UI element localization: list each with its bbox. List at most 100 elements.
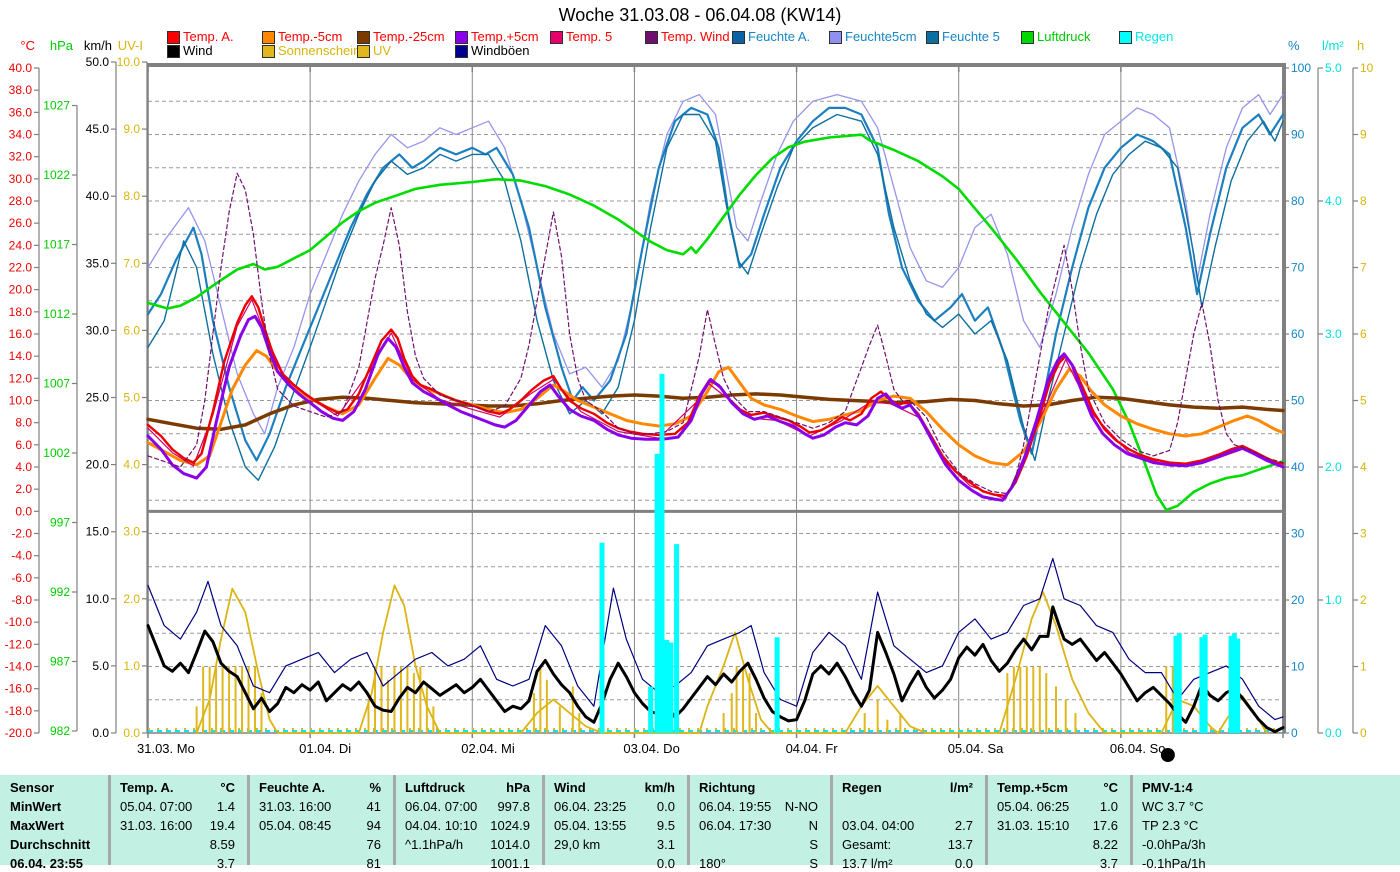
table-cell: MaxWert <box>10 818 64 833</box>
table-cell: TP 2.3 °C <box>1142 818 1199 833</box>
axis-unit-label: UV-I <box>118 38 143 53</box>
table-cell: N <box>808 818 818 833</box>
table-cell: Wind <box>554 780 586 795</box>
axis-tick-label: 15.0 <box>86 525 110 539</box>
table-cell: Gesamt: <box>842 837 892 852</box>
statistics-table: Sensor MinWert MaxWert Durchschnitt 06.04. 2… <box>0 775 1400 871</box>
table-cell: Durchschnitt <box>10 837 91 852</box>
table-cell: 03.04. 04:00 <box>842 818 915 833</box>
day-label: 01.04. Di <box>299 741 351 756</box>
axis-tick-label: 6.0 <box>15 438 32 452</box>
table-cell: 94 <box>366 818 381 833</box>
axis-tick-label: 992 <box>50 585 70 599</box>
axis-tick-label: 4.0 <box>123 458 140 472</box>
axis-tick-label: 0.0 <box>123 726 140 740</box>
legend-swatch-feuchte5cm <box>829 31 842 44</box>
table-cell: 1.4 <box>216 799 235 814</box>
legend-label: Feuchte A. <box>748 29 811 44</box>
table-cell: 06.04. 23:25 <box>554 799 627 814</box>
axis-tick-label: 997 <box>50 516 70 530</box>
axis-tick-label: 14.0 <box>9 349 33 363</box>
axis-tick-label: 100 <box>1291 61 1311 75</box>
legend-swatch-uv <box>357 45 370 58</box>
axis-tick-label: 3.0 <box>1325 327 1342 341</box>
legend-label: Temp.-5cm <box>278 29 343 44</box>
axis-tick-label: 8.0 <box>123 189 140 203</box>
table-cell: Feuchte A. <box>259 780 325 795</box>
legend-swatch-temp-5cm <box>262 31 275 44</box>
axis-tick-label: 2.0 <box>123 592 140 606</box>
table-cell: 8.22 <box>1092 837 1118 852</box>
table-cell: hPa <box>506 780 530 795</box>
table-column-separator <box>985 775 988 865</box>
table-cell: 1.0 <box>1099 799 1118 814</box>
table-cell: Regen <box>842 780 882 795</box>
legend-swatch-temp-a- <box>167 31 180 44</box>
axis-tick-label: 8 <box>1360 194 1367 208</box>
axis-tick-label: 10 <box>1360 61 1374 75</box>
legend-label: Temp.-25cm <box>373 29 445 44</box>
axis-tick-label: 1.0 <box>123 659 140 673</box>
legend-label: Windböen <box>471 43 530 58</box>
axis-tick-label: 5.0 <box>123 391 140 405</box>
table-cell: N-NO <box>784 799 818 814</box>
table-cell: km/h <box>644 780 675 795</box>
axis-tick-label: -16.0 <box>5 682 33 696</box>
axis-tick-label: 30.0 <box>86 323 110 337</box>
axis-tick-label: 40 <box>1291 460 1305 474</box>
axis-tick-label: 50 <box>1291 394 1305 408</box>
axis-tick-label: 80 <box>1291 194 1305 208</box>
table-cell: 06.04. 17:30 <box>699 818 772 833</box>
axis-tick-label: 5.0 <box>92 659 109 673</box>
axis-tick-label: 90 <box>1291 128 1305 142</box>
axis-tick-label: 60 <box>1291 327 1305 341</box>
axis-tick-label: 35.0 <box>86 256 110 270</box>
table-cell: 05.04. 07:00 <box>120 799 193 814</box>
weather-week-chart: 40.038.036.034.032.030.028.026.024.022.0… <box>5 38 1374 762</box>
table-cell: 8.59 <box>209 837 235 852</box>
table-cell: 3.7 <box>216 856 235 871</box>
day-label: 31.03. Mo <box>137 741 195 756</box>
series-wind <box>146 605 1285 734</box>
axis-tick-label: 12.0 <box>9 371 33 385</box>
table-cell: Richtung <box>699 780 756 795</box>
legend-swatch-wind <box>167 45 180 58</box>
table-cell: WC 3.7 °C <box>1142 799 1204 814</box>
axis-tick-label: 4.0 <box>15 460 32 474</box>
table-cell: 1014.0 <box>490 837 530 852</box>
series-temp-wind <box>147 172 1284 495</box>
series-feuchte5cm <box>147 93 1284 435</box>
table-column-separator <box>247 775 250 865</box>
axis-unit-label: l/m² <box>1322 38 1344 53</box>
legend-swatch-windb-en <box>455 45 468 58</box>
table-cell: S <box>809 856 818 871</box>
axis-unit-label: hPa <box>50 38 74 53</box>
table-cell: 0.0 <box>656 799 675 814</box>
legend-swatch-luftdruck <box>1021 31 1034 44</box>
table-cell: 3.1 <box>656 837 675 852</box>
table-column-separator <box>1130 775 1133 865</box>
left-axis-hPa: 1027 1022 1017 1012 1007 1002 997 992 987 982 hPa <box>43 38 78 738</box>
series-feuchte-5 <box>147 113 1284 481</box>
legend-swatch-temp-5cm <box>455 31 468 44</box>
axis-tick-label: 24.0 <box>9 238 33 252</box>
axis-tick-label: 20 <box>1291 593 1305 607</box>
moon-phase-icon <box>1160 748 1175 762</box>
axis-tick-label: 10.0 <box>117 55 141 69</box>
axis-tick-label: -8.0 <box>11 593 32 607</box>
table-cell: °C <box>1103 780 1118 795</box>
axis-tick-label: 34.0 <box>9 128 33 142</box>
table-cell: 9.5 <box>656 818 675 833</box>
axis-tick-label: 45.0 <box>86 122 110 136</box>
axis-tick-label: 9 <box>1360 128 1367 142</box>
table-cell: 13.7 <box>947 837 973 852</box>
axis-tick-label: 9.0 <box>123 122 140 136</box>
table-cell: PMV-1:4 <box>1142 780 1193 795</box>
axis-tick-label: 38.0 <box>9 83 33 97</box>
chart-title: Woche 31.03.08 - 06.04.08 (KW14) <box>558 5 842 25</box>
axis-tick-label: 36.0 <box>9 105 33 119</box>
left-axis-C: 40.0 38.0 36.0 34.0 32.0 30.0 28.0 26.0 24.0 22.0… <box>5 38 40 740</box>
axis-tick-label: 25.0 <box>86 391 110 405</box>
